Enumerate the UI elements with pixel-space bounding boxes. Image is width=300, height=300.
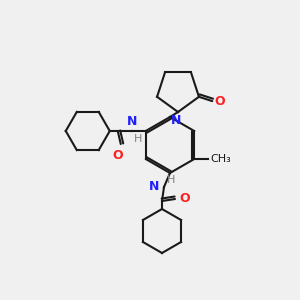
- Text: H: H: [167, 175, 176, 185]
- Text: O: O: [112, 149, 123, 162]
- Text: N: N: [127, 115, 137, 128]
- Text: N: N: [148, 181, 159, 194]
- Text: CH₃: CH₃: [210, 154, 231, 164]
- Text: N: N: [171, 114, 181, 127]
- Text: O: O: [179, 193, 190, 206]
- Text: H: H: [134, 134, 142, 144]
- Text: O: O: [214, 94, 225, 108]
